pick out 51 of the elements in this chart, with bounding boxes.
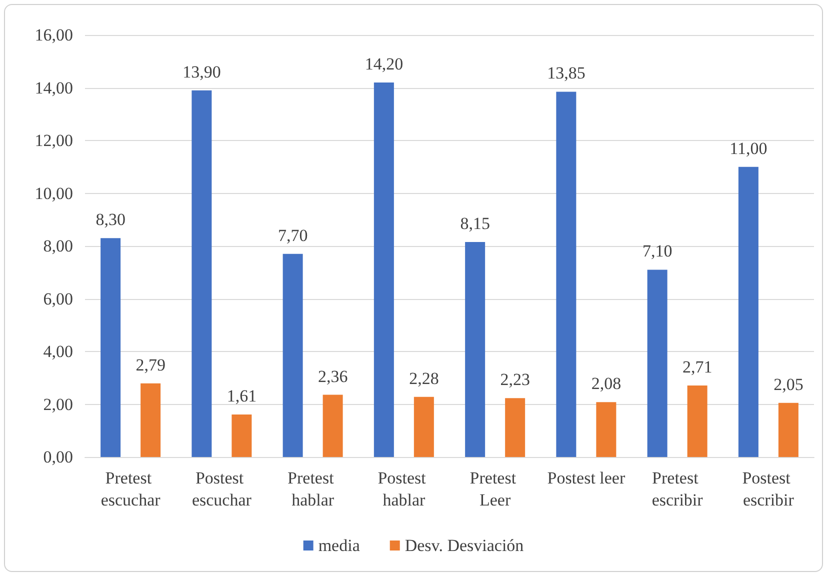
data-label: 8,15	[460, 214, 490, 234]
y-tick-label: 8,00	[43, 236, 73, 256]
bar	[687, 386, 708, 457]
data-label: 7,10	[642, 242, 672, 261]
data-label: 2,36	[318, 366, 348, 386]
data-label: 13,85	[547, 64, 586, 83]
y-tick-label: 0,00	[43, 448, 73, 466]
bar	[374, 82, 394, 457]
data-label: 14,20	[364, 54, 404, 74]
data-label: 2,28	[409, 368, 439, 388]
x-tick-label: Postest hablar	[378, 468, 430, 510]
bar	[556, 92, 576, 457]
bar	[414, 396, 434, 457]
legend-label: Desv. Desviación	[404, 536, 524, 555]
data-label: 1,61	[226, 386, 257, 406]
x-tick-label: Postest escuchar	[192, 468, 252, 510]
bar	[738, 166, 758, 457]
y-tick-label: 10,00	[34, 184, 73, 203]
y-tick-label: 16,00	[34, 26, 73, 44]
legend-label: media	[318, 536, 360, 555]
bar	[647, 270, 668, 457]
x-tick-label: Pretest Leer	[470, 468, 520, 510]
y-tick-label: 6,00	[43, 289, 73, 308]
data-label: 2,79	[136, 355, 166, 374]
bar	[140, 383, 161, 457]
x-tick-label: Pretest escuchar	[100, 468, 161, 510]
bar	[505, 398, 526, 457]
x-tick-label: Postest escribir	[742, 468, 795, 510]
y-tick-label: 12,00	[34, 131, 73, 150]
x-tick-label: Postest leer	[547, 468, 626, 488]
bar	[322, 394, 343, 457]
data-label: 2,05	[774, 374, 804, 394]
y-tick-label: 2,00	[43, 394, 73, 414]
data-label: 11,00	[730, 138, 768, 158]
bar	[282, 254, 303, 457]
data-label: 2,71	[682, 358, 712, 377]
bar	[100, 238, 121, 457]
y-tick-label: 4,00	[43, 342, 73, 361]
data-label: 13,90	[182, 62, 221, 82]
bar	[192, 90, 212, 457]
bar	[232, 414, 252, 457]
bar	[596, 402, 616, 457]
data-label: 8,30	[96, 210, 126, 230]
data-label: 2,23	[500, 370, 530, 390]
y-tick-label: 14,00	[34, 78, 73, 98]
data-label: 2,08	[591, 374, 622, 394]
bar	[778, 402, 798, 457]
x-tick-label: Pretest hablar	[288, 468, 338, 510]
data-label: 7,70	[278, 226, 308, 245]
x-tick-label: Pretest escribir	[652, 468, 704, 510]
bar	[465, 242, 486, 457]
